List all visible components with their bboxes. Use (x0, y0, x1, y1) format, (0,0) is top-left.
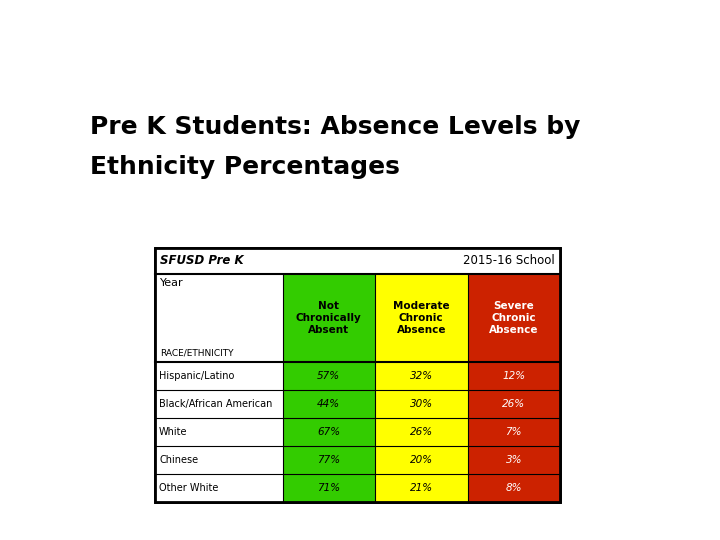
Text: Year: Year (160, 278, 184, 288)
Text: SFUSD Pre K: SFUSD Pre K (160, 254, 243, 267)
Bar (467, 390, 560, 418)
Text: Ethnicity Percentages: Ethnicity Percentages (90, 155, 400, 179)
Bar (155, 446, 282, 474)
Text: Pre K Students: Absence Levels by: Pre K Students: Absence Levels by (90, 115, 580, 139)
Text: Moderate
Chronic
Absence: Moderate Chronic Absence (393, 301, 449, 335)
Text: 12%: 12% (502, 371, 526, 381)
Bar (155, 248, 560, 502)
Text: Hispanic/Latino: Hispanic/Latino (159, 371, 235, 381)
Bar (155, 248, 560, 274)
Bar (375, 446, 467, 474)
Bar (155, 390, 282, 418)
Text: 20%: 20% (410, 455, 433, 465)
Text: 2015-16 School: 2015-16 School (463, 254, 555, 267)
Text: 26%: 26% (502, 399, 526, 409)
Bar (282, 474, 375, 502)
Text: 57%: 57% (318, 371, 341, 381)
Bar (467, 274, 560, 362)
Bar (155, 274, 282, 362)
Bar (467, 362, 560, 390)
Text: White: White (159, 427, 187, 437)
Text: RACE/ETHNICITY: RACE/ETHNICITY (160, 349, 233, 358)
Bar (282, 446, 375, 474)
Text: 32%: 32% (410, 371, 433, 381)
Bar (375, 390, 467, 418)
Text: 21%: 21% (410, 483, 433, 493)
Bar (155, 418, 282, 446)
Bar (155, 362, 282, 390)
Text: 71%: 71% (318, 483, 341, 493)
Bar (282, 418, 375, 446)
Bar (467, 446, 560, 474)
Bar (282, 390, 375, 418)
Text: Chinese: Chinese (159, 455, 198, 465)
Bar (155, 474, 282, 502)
Text: 30%: 30% (410, 399, 433, 409)
Text: 26%: 26% (410, 427, 433, 437)
Text: 77%: 77% (318, 455, 341, 465)
Text: 7%: 7% (505, 427, 522, 437)
Bar (155, 248, 560, 502)
Bar (467, 474, 560, 502)
Text: 44%: 44% (318, 399, 341, 409)
Bar (375, 418, 467, 446)
Bar (282, 274, 375, 362)
Bar (375, 474, 467, 502)
Text: 67%: 67% (318, 427, 341, 437)
Bar (282, 362, 375, 390)
Bar (375, 362, 467, 390)
Bar (467, 418, 560, 446)
Text: Black/African American: Black/African American (159, 399, 272, 409)
Bar (375, 274, 467, 362)
Text: Severe
Chronic
Absence: Severe Chronic Absence (489, 301, 539, 335)
Text: Not
Chronically
Absent: Not Chronically Absent (296, 301, 361, 335)
Text: Other White: Other White (159, 483, 218, 493)
Text: 3%: 3% (505, 455, 522, 465)
Text: 8%: 8% (505, 483, 522, 493)
